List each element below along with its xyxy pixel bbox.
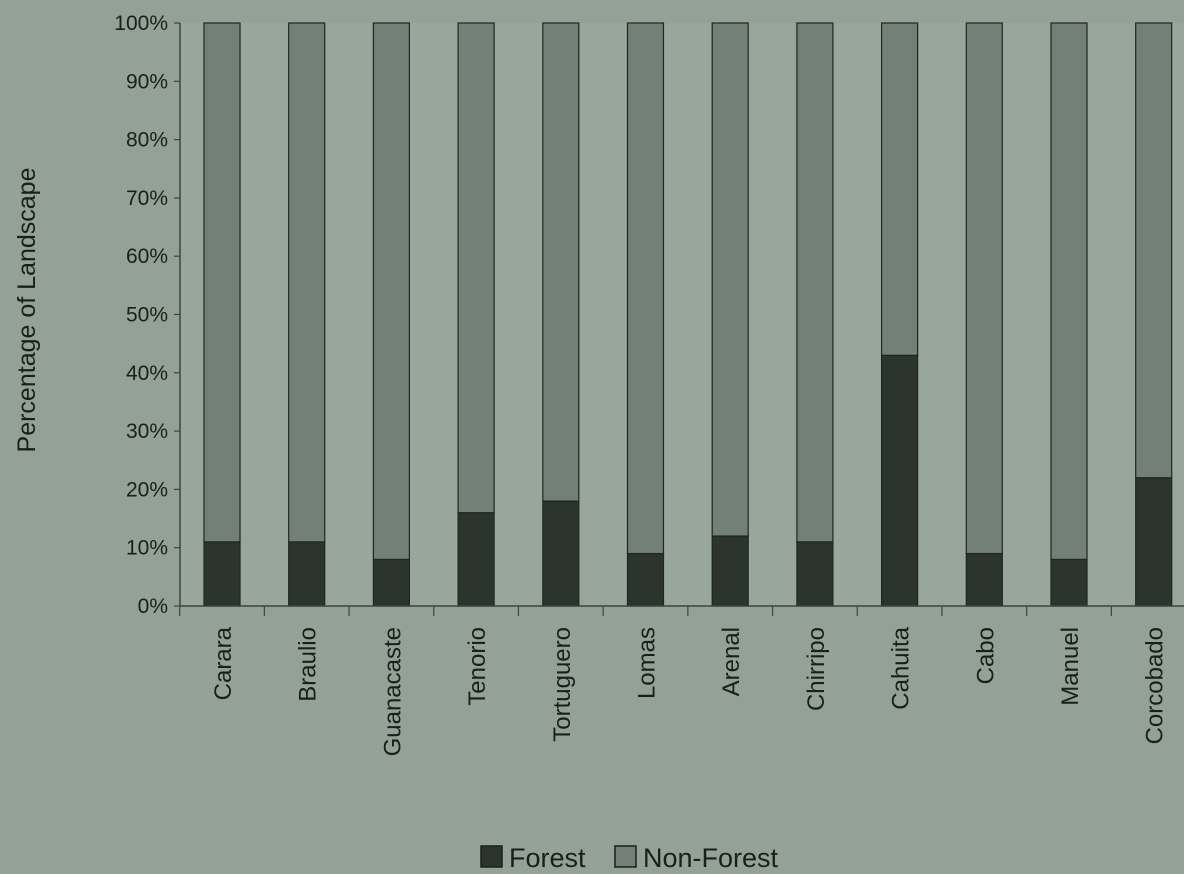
- y-tick-label: 60%: [126, 245, 168, 268]
- bar-manuel-forest: [1050, 558, 1088, 607]
- x-tick-label: Guanacaste: [379, 627, 406, 756]
- x-tick-label: Lomas: [634, 627, 661, 699]
- plot-area: [180, 23, 1184, 606]
- legend: Forest Non-Forest: [480, 843, 779, 873]
- bar-lomas-forest: [626, 552, 665, 607]
- bar-tenorio-forest: [457, 512, 495, 607]
- x-tick-label: Tenorio: [464, 627, 491, 706]
- bar-guanacaste-forest: [372, 558, 410, 607]
- legend-swatch-non-forest: [614, 845, 637, 868]
- x-tick-label: Chirripo: [803, 627, 830, 711]
- bar-tenorio-non-forest: [457, 22, 495, 514]
- y-tick-label: 20%: [126, 478, 168, 501]
- bar-cahuita-non-forest: [880, 22, 919, 356]
- x-tick-label: Cabo: [972, 627, 999, 684]
- x-axis-labels: Carara Braulio Guanacaste Tenorio Tortuguero…: [210, 626, 1169, 756]
- y-axis-label: Percentage of Landscape: [13, 168, 41, 453]
- bar-tortuguero-forest: [542, 500, 580, 607]
- bar-tortuguero-non-forest: [542, 22, 580, 502]
- bar-braulio-forest: [288, 541, 326, 607]
- bar-cahuita-forest: [880, 354, 919, 607]
- y-tick-label: 100%: [114, 12, 168, 35]
- y-tick-label: 80%: [126, 129, 168, 152]
- y-tick-label: 10%: [126, 537, 168, 560]
- y-tick-label: 0%: [138, 595, 168, 618]
- x-axis: [179, 23, 1184, 616]
- bar-cabo-forest: [965, 552, 1003, 607]
- x-tick-label: Cahuita: [888, 626, 915, 709]
- bar-carara-forest: [203, 541, 241, 607]
- bar-lomas-non-forest: [626, 22, 665, 555]
- y-tick-label: 70%: [126, 187, 168, 210]
- bar-braulio-non-forest: [288, 22, 326, 543]
- bar-chirripo-non-forest: [796, 22, 834, 543]
- y-tick-label: 30%: [126, 420, 168, 443]
- bar-manuel-non-forest: [1050, 22, 1088, 560]
- x-tick-label: Tortuguero: [549, 627, 576, 742]
- x-tick-label: Braulio: [295, 627, 322, 702]
- y-tick-label: 40%: [126, 362, 168, 385]
- bar-chirripo-forest: [796, 541, 834, 607]
- bars: [203, 22, 1173, 607]
- bar-guanacaste-non-forest: [372, 22, 410, 560]
- legend-label-forest: Forest: [509, 843, 586, 873]
- bar-corcobado-non-forest: [1135, 22, 1173, 479]
- x-tick-label: Manuel: [1057, 627, 1084, 706]
- x-tick-label: Arenal: [718, 627, 745, 696]
- x-tick-label: Carara: [210, 626, 237, 700]
- legend-label-non-forest: Non-Forest: [643, 843, 779, 873]
- bar-carara-non-forest: [203, 22, 241, 543]
- y-axis-ticks: 0% 10% 20% 30% 40% 50% 60% 70% 80% 90% 100%: [114, 12, 180, 618]
- legend-swatch-forest: [480, 845, 503, 868]
- bar-arenal-non-forest: [711, 22, 749, 537]
- bar-corcobado-forest: [1135, 477, 1173, 607]
- y-tick-label: 50%: [126, 304, 168, 327]
- bar-arenal-forest: [711, 535, 749, 607]
- x-tick-label: Corcobado: [1142, 627, 1169, 744]
- y-tick-label: 90%: [126, 70, 168, 93]
- bar-cabo-non-forest: [965, 22, 1003, 555]
